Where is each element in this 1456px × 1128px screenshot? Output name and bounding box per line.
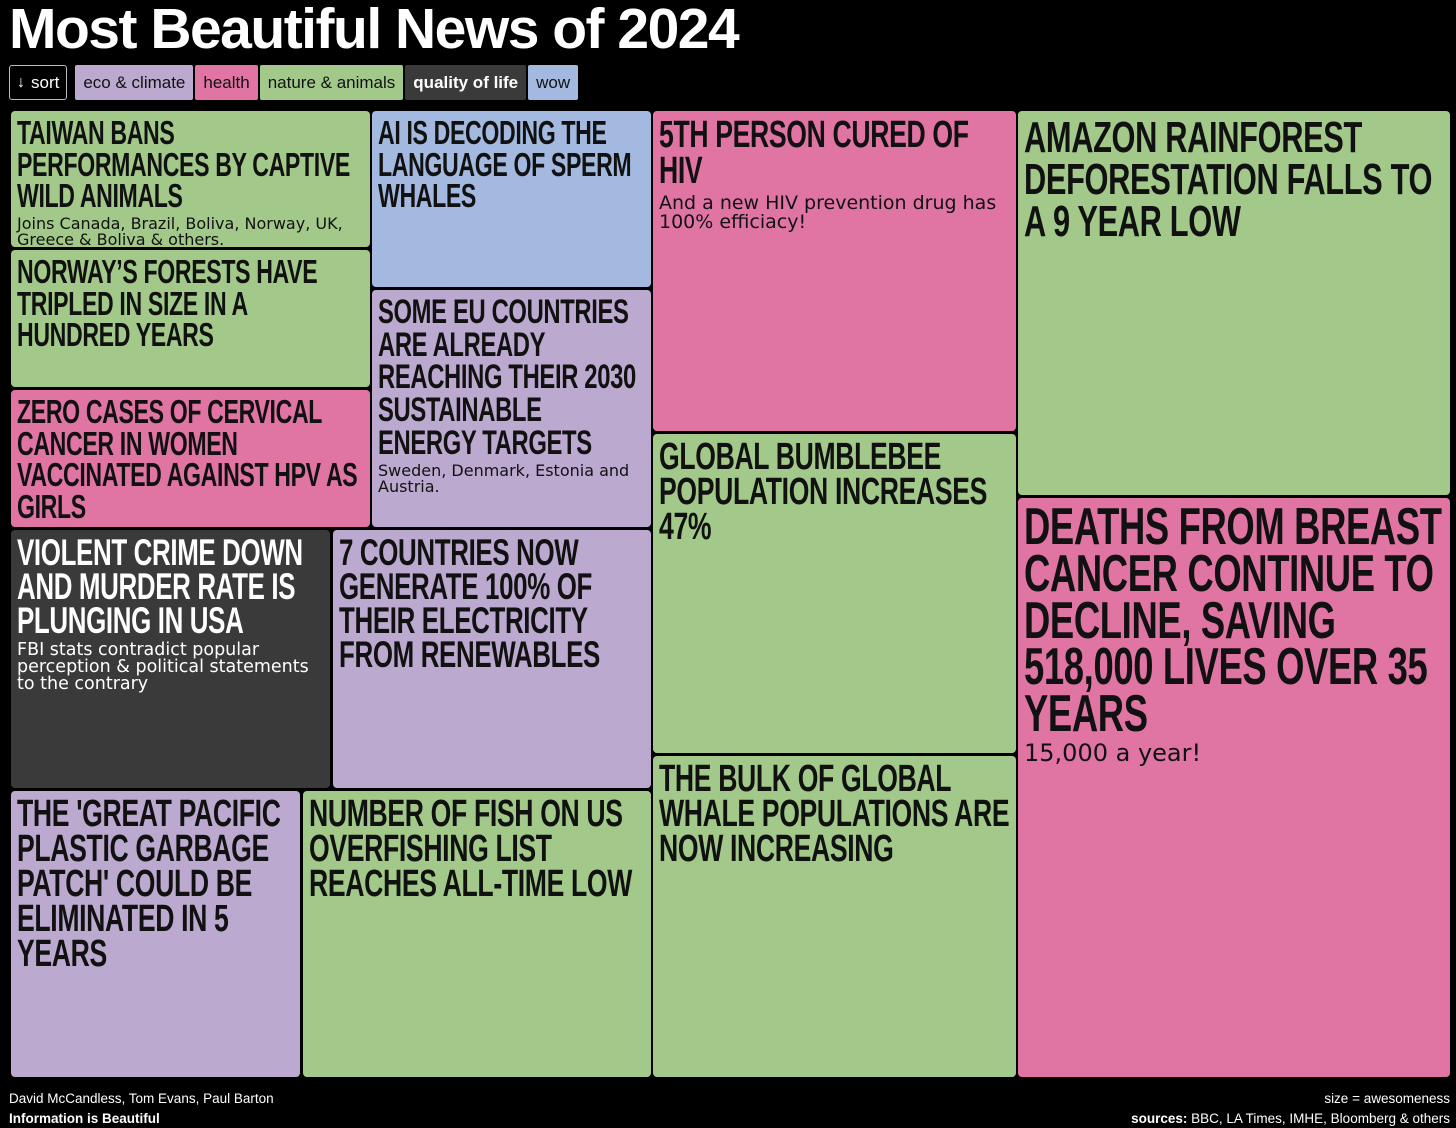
tile-headline: 5th person cured of HIV: [659, 114, 969, 193]
tile-headline: The bulk of global whale populations are…: [659, 758, 1010, 870]
sort-label: sort: [31, 72, 60, 92]
treemap-tile[interactable]: Violent crime down and murder rate is pl…: [11, 530, 330, 788]
sources-line: sources: BBC, LA Times, IMHE, Bloomberg …: [1131, 1109, 1450, 1128]
tile-subtitle: FBI stats contradict popular perception …: [17, 640, 309, 695]
treemap-tile[interactable]: 7 countries now generate 100% of their e…: [333, 530, 651, 788]
tile-headline: Zero cases of cervical cancer in women v…: [17, 393, 358, 526]
page-title: Most Beautiful News of 2024: [9, 0, 740, 61]
size-legend: size = awesomeness: [1324, 1091, 1450, 1106]
category-filter-bar: ↓ sort eco & climate health nature & ani…: [9, 65, 579, 100]
chart-notes: size = awesomeness sources: BBC, LA Time…: [1131, 1089, 1450, 1128]
treemap-tile[interactable]: Amazon rainforest deforestation falls to…: [1018, 111, 1450, 495]
treemap-tile[interactable]: 5th person cured of HIV And a new HIV pre…: [653, 111, 1016, 431]
filter-nature-animals[interactable]: nature & animals: [259, 65, 404, 100]
treemap-tile[interactable]: Taiwan bans performances by captive wild…: [11, 111, 370, 247]
treemap-tile[interactable]: Norway’s forests have tripled in size in…: [11, 250, 370, 387]
treemap-tile[interactable]: Deaths from breast cancer continue to de…: [1018, 498, 1450, 1077]
treemap-tile[interactable]: Number of fish on US overfishing list re…: [303, 791, 651, 1077]
sources-text: BBC, LA Times, IMHE, Bloomberg & others: [1191, 1111, 1450, 1126]
treemap-tile[interactable]: AI is decoding the language of sperm wha…: [372, 111, 651, 287]
treemap-tile[interactable]: The bulk of global whale populations are…: [653, 756, 1016, 1077]
tile-headline: Amazon rainforest deforestation falls to…: [1024, 113, 1433, 247]
filter-wow[interactable]: wow: [528, 65, 579, 100]
tile-subtitle: And a new HIV prevention drug has 100% e…: [659, 191, 997, 233]
tile-subtitle: Sweden, Denmark, Estonia and Austria.: [378, 461, 630, 496]
tile-headline: Number of fish on US overfishing list re…: [309, 793, 633, 905]
treemap-tile[interactable]: Zero cases of cervical cancer in women v…: [11, 390, 370, 527]
tile-headline: The 'Great Pacific Plastic Garbage Patch…: [17, 793, 281, 975]
tile-headline: Violent crime down and murder rate is pl…: [17, 532, 303, 642]
sources-label: sources:: [1131, 1111, 1188, 1126]
treemap-tile[interactable]: The 'Great Pacific Plastic Garbage Patch…: [11, 791, 300, 1077]
tile-headline: Taiwan bans performances by captive wild…: [17, 114, 350, 215]
filter-quality-of-life[interactable]: quality of life: [405, 65, 527, 100]
tile-headline: Some EU countries are already reaching t…: [378, 293, 636, 462]
treemap-tile[interactable]: Some EU countries are already reaching t…: [372, 290, 651, 527]
tile-headline: 7 countries now generate 100% of their e…: [339, 532, 600, 676]
tile-subtitle: 15,000 a year!: [1024, 738, 1202, 767]
filter-health[interactable]: health: [195, 65, 258, 100]
filter-eco-climate[interactable]: eco & climate: [75, 65, 194, 100]
tile-subtitle: Joins Canada, Brazil, Boliva, Norway, UK…: [17, 214, 343, 247]
treemap-tile[interactable]: Global bumblebee population increases 47…: [653, 434, 1016, 753]
credits: David McCandless, Tom Evans, Paul Barton…: [9, 1089, 274, 1128]
arrow-down-icon: ↓: [17, 73, 25, 91]
tile-headline: Deaths from breast cancer continue to de…: [1024, 498, 1442, 744]
tile-headline: AI is decoding the language of sperm wha…: [378, 114, 632, 215]
sort-button[interactable]: ↓ sort: [9, 65, 68, 100]
tile-headline: Norway’s forests have tripled in size in…: [17, 253, 318, 354]
brand-name: Information is Beautiful: [9, 1111, 160, 1126]
tile-headline: Global bumblebee population increases 47…: [659, 436, 987, 548]
authors: David McCandless, Tom Evans, Paul Barton: [9, 1091, 274, 1106]
